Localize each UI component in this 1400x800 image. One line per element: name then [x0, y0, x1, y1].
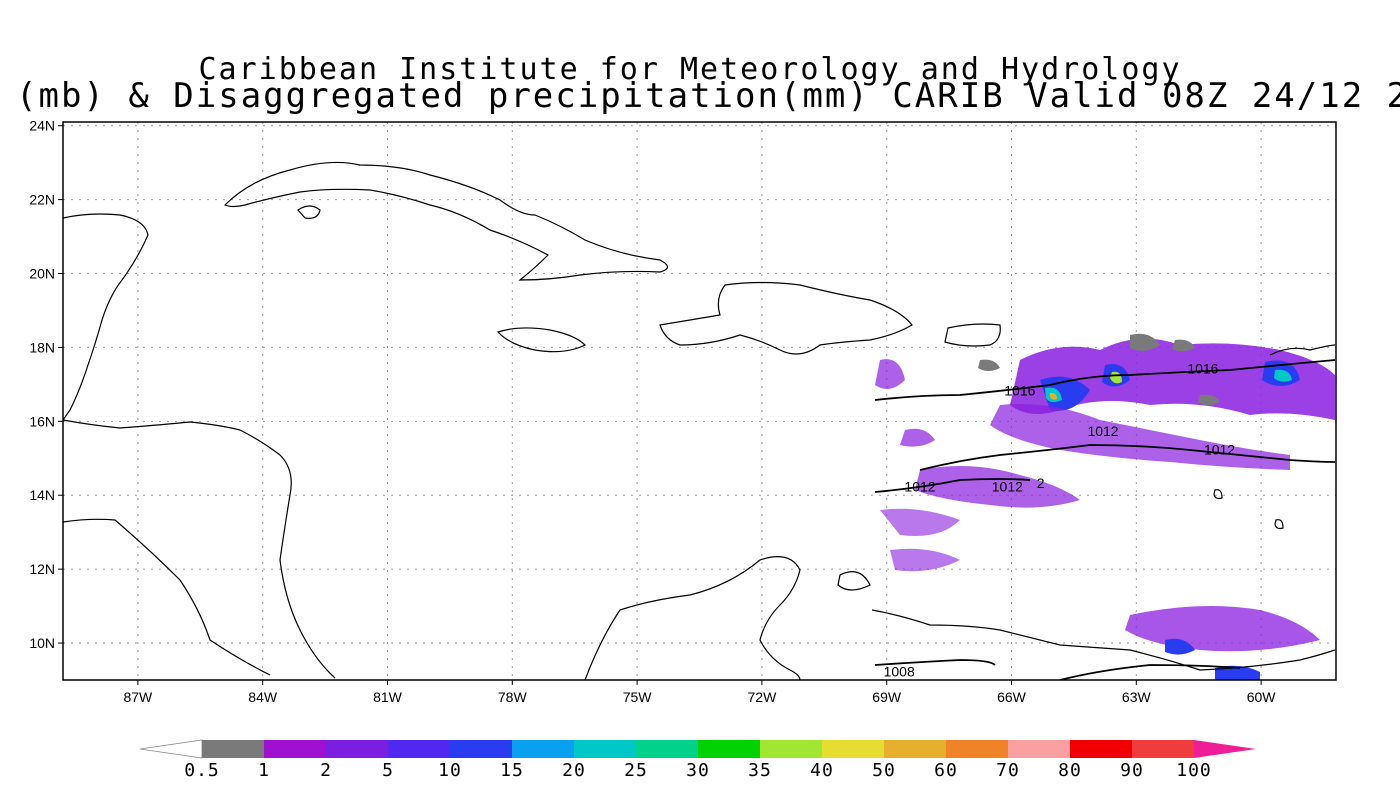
lon-tick-label: 69W	[872, 689, 902, 705]
isobar-label: 1012	[904, 479, 935, 495]
lon-tick-label: 84W	[248, 689, 278, 705]
colorbar-segment	[1070, 740, 1132, 758]
lon-tick-label: 78W	[498, 689, 528, 705]
colorbar-label: 80	[1058, 760, 1082, 781]
title-line-2: (mb) & Disaggregated precipitation(mm) C…	[16, 76, 1400, 116]
colorbar-label: 5	[382, 760, 394, 781]
lat-tick-label: 22N	[29, 192, 55, 208]
lat-tick-label: 18N	[29, 339, 55, 355]
colorbar-segment	[326, 740, 388, 758]
map-frame	[62, 121, 1337, 681]
coastlines	[63, 161, 1336, 680]
colorbar-segment	[388, 740, 450, 758]
colorbar-segment	[450, 740, 512, 758]
colorbar-label: 10	[438, 760, 462, 781]
isobar-label: 1016	[1004, 382, 1035, 398]
colorbar-segment	[512, 740, 574, 758]
isobar-label: 1012	[1087, 423, 1118, 439]
precipitation-field	[875, 333, 1335, 680]
colorbar-label: 1	[258, 760, 270, 781]
colorbar-label: 40	[810, 760, 834, 781]
lat-tick-label: 16N	[29, 413, 55, 429]
isobar-label: 2	[1037, 475, 1045, 491]
colorbar-label: 25	[624, 760, 648, 781]
colorbar-label: 2	[320, 760, 332, 781]
isobar-label: 1008	[884, 663, 915, 679]
colorbar-label: 30	[686, 760, 710, 781]
colorbar-segment	[946, 740, 1008, 758]
title-line-1: Caribbean Institute for Meteorology and …	[198, 52, 1182, 87]
isobars	[874, 359, 1336, 680]
colorbar-label: 15	[500, 760, 524, 781]
lon-tick-label: 72W	[748, 689, 778, 705]
latitude-axis: 24N 22N 20N 18N 16N 14N 12N 10N	[29, 118, 63, 651]
lon-tick-label: 66W	[997, 689, 1027, 705]
lat-tick-label: 24N	[29, 118, 55, 134]
lon-tick-label: 63W	[1122, 689, 1152, 705]
isobar-label: 1016	[1187, 360, 1218, 376]
lon-tick-label: 75W	[623, 689, 653, 705]
colorbar-label: 35	[748, 760, 772, 781]
colorbar: 0.5 1 2 5 10 15 20 25 30 35 40 50 60 70 80 90 100	[139, 739, 1256, 781]
isobar-labels: 1016 1016 1012 1012 1012 1012 2 1008	[884, 360, 1236, 679]
gridlines	[63, 122, 1336, 680]
lon-tick-label: 87W	[123, 689, 153, 705]
lon-tick-label: 60W	[1247, 689, 1277, 705]
colorbar-segment	[202, 740, 264, 758]
colorbar-label: 50	[872, 760, 896, 781]
colorbar-segment	[884, 740, 946, 758]
lat-tick-label: 14N	[29, 487, 55, 503]
colorbar-label: 70	[996, 760, 1020, 781]
lat-tick-label: 10N	[29, 635, 55, 651]
colorbar-label: 20	[562, 760, 586, 781]
colorbar-segment	[1008, 740, 1070, 758]
colorbar-label: 60	[934, 760, 958, 781]
colorbar-right-arrow	[1194, 740, 1256, 758]
isobar-label: 1012	[1204, 442, 1235, 458]
colorbar-left-arrow	[139, 739, 203, 759]
longitude-axis: 87W 84W 81W 78W 75W 72W 69W 66W 63W 60W	[123, 680, 1276, 705]
colorbar-label: 100	[1176, 760, 1212, 781]
colorbar-label: 90	[1120, 760, 1144, 781]
lat-tick-label: 20N	[29, 266, 55, 282]
colorbar-label: 0.5	[184, 760, 220, 781]
colorbar-segment	[636, 740, 698, 758]
isobar-label: 1012	[992, 479, 1023, 495]
colorbar-segment	[574, 740, 636, 758]
colorbar-segment	[264, 740, 326, 758]
colorbar-segment	[698, 740, 760, 758]
colorbar-segment	[760, 740, 822, 758]
colorbar-segment	[822, 740, 884, 758]
lat-tick-label: 12N	[29, 561, 55, 577]
lon-tick-label: 81W	[373, 689, 403, 705]
colorbar-segment	[1132, 740, 1194, 758]
